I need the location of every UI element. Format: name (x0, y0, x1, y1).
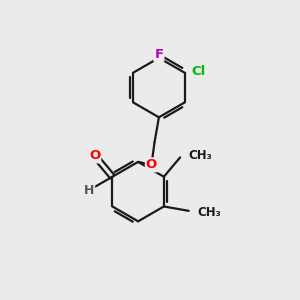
Text: O: O (89, 149, 100, 162)
Text: Cl: Cl (191, 65, 205, 78)
Text: CH₃: CH₃ (188, 149, 212, 162)
Text: CH₃: CH₃ (197, 206, 221, 219)
Text: F: F (154, 48, 164, 61)
Text: H: H (84, 184, 94, 197)
Text: O: O (146, 158, 157, 171)
